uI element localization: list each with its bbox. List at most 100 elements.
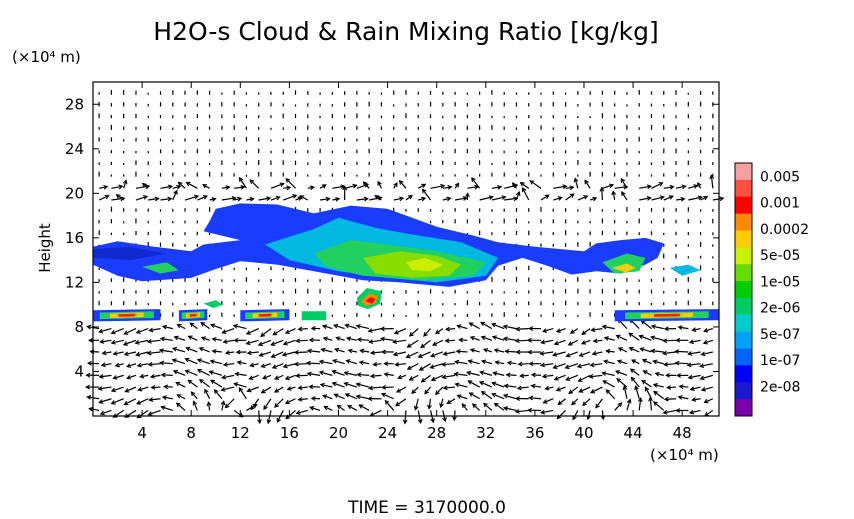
wind-vector — [320, 383, 333, 388]
wind-arrowhead — [646, 184, 652, 190]
x-tick-label: 8 — [186, 424, 196, 442]
wind-vector — [504, 385, 517, 388]
wind-vector — [494, 349, 505, 353]
wind-arrowhead — [284, 329, 290, 334]
wind-vector — [222, 374, 235, 379]
wind-arrowhead — [281, 352, 287, 357]
wind-arrowhead — [272, 330, 278, 336]
wind-arrowhead — [653, 401, 658, 406]
wind-arrowhead — [650, 324, 656, 330]
wind-vector — [639, 335, 652, 341]
wind-arrowhead — [456, 324, 462, 329]
wind-arrowhead — [497, 185, 503, 190]
wind-vector — [481, 336, 493, 341]
wind-vector — [604, 337, 615, 341]
wind-vector — [453, 410, 456, 421]
wind-vector — [136, 398, 149, 405]
x-tick-label: 24 — [378, 424, 397, 442]
wind-arrowhead — [615, 334, 621, 340]
wind-arrowhead — [603, 336, 609, 341]
wind-vector — [435, 386, 444, 395]
wind-vector — [572, 410, 579, 420]
wind-arrowhead — [321, 324, 328, 329]
wind-arrowhead — [249, 196, 255, 202]
wind-arrowhead — [454, 382, 460, 388]
wind-vector — [294, 363, 308, 365]
wind-vector — [663, 186, 674, 189]
wind-vector — [101, 363, 112, 366]
wind-vector — [147, 351, 161, 355]
wind-arrowhead — [700, 351, 706, 357]
wind-vector — [457, 395, 468, 400]
cloud-core-yellow — [406, 257, 443, 272]
wind-arrowhead — [628, 346, 634, 352]
wind-vector — [595, 398, 603, 409]
wind-vector — [221, 386, 235, 391]
wind-vector — [395, 398, 407, 407]
wind-vector — [250, 398, 260, 410]
wind-vector — [480, 371, 493, 376]
wind-vector — [249, 179, 260, 189]
colorbar-swatch — [735, 331, 752, 350]
wind-vector — [98, 328, 112, 333]
wind-vector — [147, 339, 161, 343]
wind-arrowhead — [381, 384, 387, 390]
wind-arrowhead — [577, 377, 583, 382]
wind-vector — [123, 339, 137, 346]
wind-vector — [260, 328, 272, 337]
colorbar-swatch — [735, 365, 752, 383]
wind-vector — [492, 393, 505, 400]
wind-vector — [258, 197, 271, 201]
wind-arrowhead — [369, 373, 375, 379]
wind-vector — [590, 363, 603, 366]
wind-vector — [424, 386, 432, 395]
wind-arrowhead — [136, 413, 142, 419]
wind-arrowhead — [295, 373, 301, 379]
wind-arrowhead — [611, 190, 617, 196]
x-tick-label: 4 — [137, 424, 147, 442]
wind-vector — [345, 393, 358, 400]
wind-vector — [540, 351, 554, 355]
wind-arrowhead — [261, 375, 268, 380]
wind-vector — [703, 339, 714, 344]
wind-vector — [193, 401, 198, 411]
wind-arrowhead — [553, 376, 559, 381]
wind-vector — [199, 379, 210, 388]
wind-vector — [430, 351, 444, 357]
wind-vector — [111, 386, 124, 392]
wind-vector — [418, 197, 426, 201]
wind-arrowhead — [173, 335, 179, 341]
wind-arrowhead — [626, 398, 632, 404]
wind-arrowhead — [719, 196, 725, 202]
wind-arrowhead — [578, 388, 584, 393]
wind-arrowhead — [502, 393, 509, 399]
wind-vector — [639, 185, 651, 189]
wind-vector — [238, 177, 247, 189]
wind-vector — [472, 403, 481, 411]
wind-vector — [582, 398, 591, 406]
wind-arrowhead — [393, 329, 399, 335]
wind-arrowhead — [177, 181, 183, 187]
wind-arrowhead — [629, 368, 635, 373]
wind-vector — [520, 182, 530, 189]
wind-arrowhead — [282, 363, 288, 369]
wind-arrowhead — [147, 411, 153, 416]
wind-vector — [172, 190, 178, 201]
wind-vector — [123, 180, 127, 189]
wind-vector — [520, 374, 529, 377]
wind-arrowhead — [503, 406, 509, 411]
wind-arrowhead — [310, 396, 316, 401]
wind-arrowhead — [430, 376, 436, 382]
wind-arrowhead — [552, 352, 558, 357]
wind-vector — [469, 322, 480, 330]
wind-vector — [138, 386, 149, 391]
wind-arrowhead — [557, 196, 563, 201]
wind-arrowhead — [98, 374, 104, 379]
wind-arrowhead — [122, 341, 128, 346]
wind-vector — [356, 325, 370, 330]
wind-arrowhead — [680, 196, 686, 202]
wind-arrowhead — [408, 376, 414, 381]
wind-arrowhead — [135, 329, 141, 334]
wind-vector — [345, 324, 358, 330]
wind-arrowhead — [98, 328, 104, 334]
